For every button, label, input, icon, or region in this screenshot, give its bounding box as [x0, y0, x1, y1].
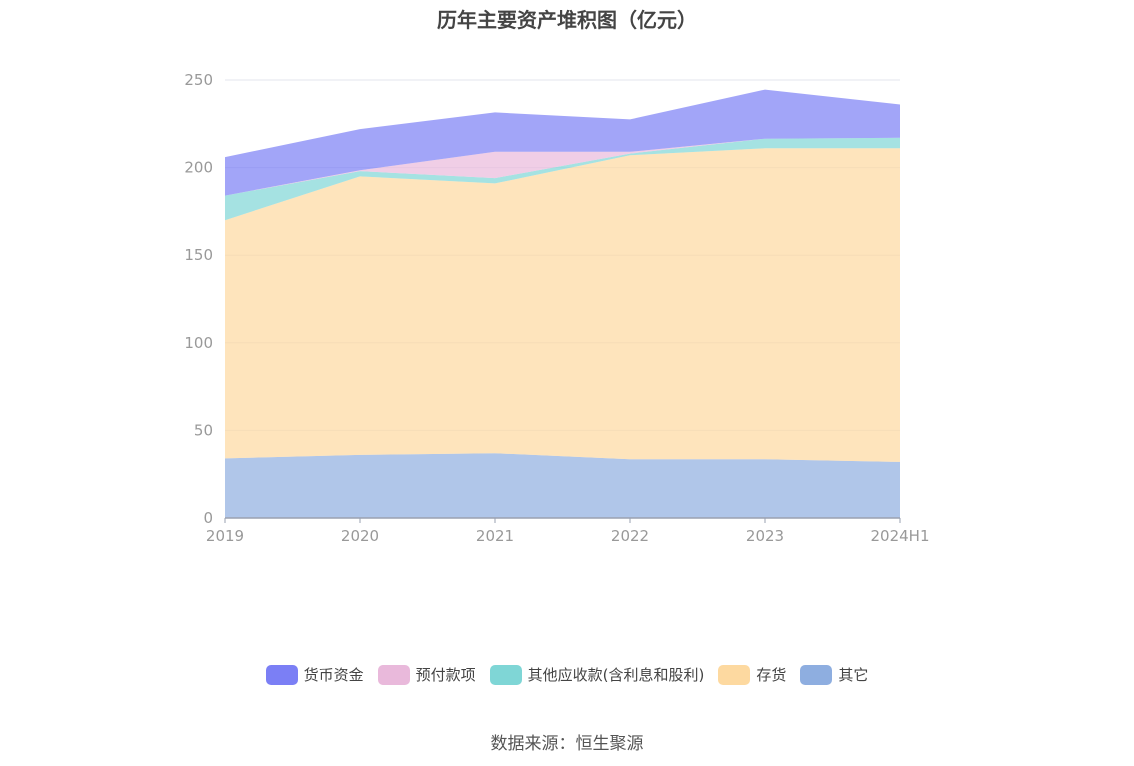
- x-tick-label: 2022: [611, 527, 649, 545]
- legend: 货币资金 预付款项 其他应收款(含利息和股利) 存货 其它: [0, 664, 1134, 685]
- x-tick-label: 2019: [206, 527, 244, 545]
- data-source-note: 数据来源：恒生聚源: [490, 734, 644, 754]
- x-tick-label: 2021: [476, 527, 514, 545]
- area-series-1: [225, 148, 900, 462]
- legend-label: 预付款项: [415, 666, 476, 684]
- legend-swatch: [718, 664, 751, 685]
- area-layer: [225, 89, 900, 518]
- y-tick-label: 250: [184, 71, 213, 89]
- legend-swatch: [800, 664, 833, 685]
- area-series-0: [225, 453, 900, 518]
- y-tick-label: 100: [184, 334, 213, 352]
- legend-swatch: [265, 664, 298, 685]
- y-tick-label: 150: [184, 246, 213, 264]
- legend-label: 其它: [838, 666, 869, 684]
- legend-swatch: [377, 664, 410, 685]
- chart-title: 历年主要资产堆积图（亿元）: [437, 8, 697, 32]
- x-tick-label: 2024H1: [871, 527, 930, 545]
- x-tick-label: 2020: [341, 527, 379, 545]
- axis-layer: 0 50 100 150 200 250 2019 2020 2021 2022 2023 2024H…: [184, 71, 929, 545]
- area-series-4: [225, 89, 900, 196]
- legend-item[interactable]: 其它: [800, 664, 868, 685]
- legend-item[interactable]: 其他应收款(含利息和股利): [489, 664, 705, 685]
- legend-item[interactable]: 存货: [718, 664, 786, 685]
- y-tick-label: 0: [203, 509, 213, 527]
- legend-item[interactable]: 预付款项: [377, 664, 476, 685]
- legend-label: 存货: [756, 666, 787, 684]
- legend-label: 货币资金: [303, 666, 364, 684]
- y-tick-label: 200: [184, 159, 213, 177]
- x-tick-label: 2023: [746, 527, 784, 545]
- y-tick-label: 50: [194, 421, 213, 439]
- legend-item[interactable]: 货币资金: [265, 664, 364, 685]
- area-series-2: [225, 137, 900, 221]
- legend-swatch: [489, 664, 522, 685]
- legend-label: 其他应收款(含利息和股利): [527, 666, 705, 684]
